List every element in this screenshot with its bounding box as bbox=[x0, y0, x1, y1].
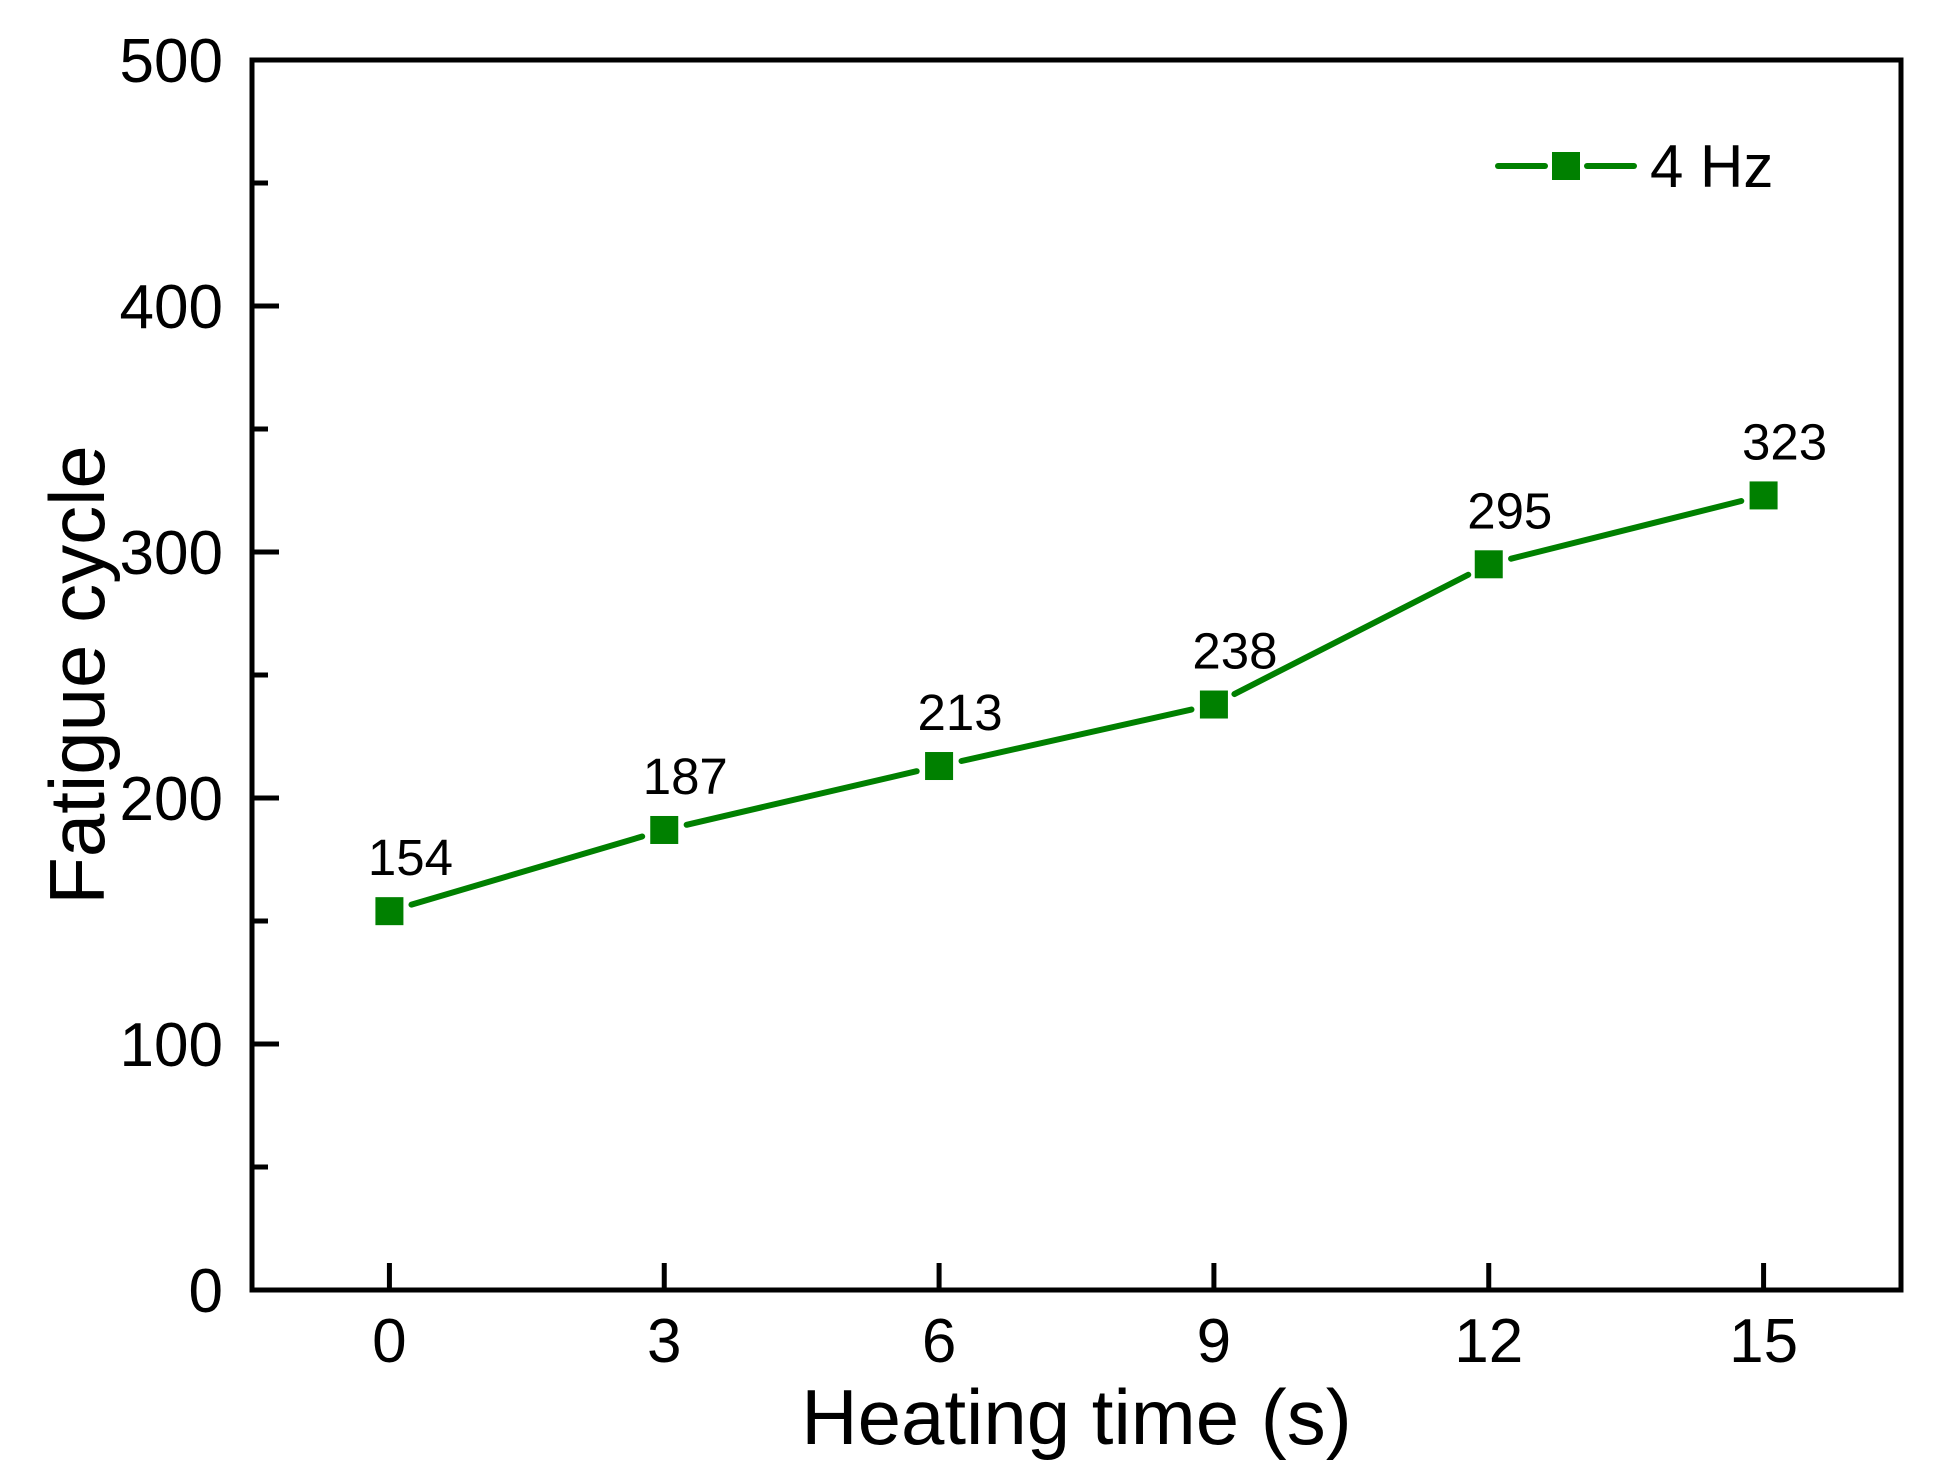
point-value-label: 154 bbox=[368, 829, 453, 886]
y-tick-label: 200 bbox=[120, 765, 223, 834]
data-point-marker bbox=[1474, 550, 1503, 579]
legend-label: 4 Hz bbox=[1650, 133, 1773, 200]
y-tick-label: 0 bbox=[189, 1257, 223, 1326]
data-point-marker bbox=[375, 897, 404, 926]
point-value-label: 295 bbox=[1467, 482, 1552, 539]
data-line-segment bbox=[408, 833, 646, 908]
x-tick-label: 3 bbox=[647, 1307, 681, 1376]
data-line-segment bbox=[958, 706, 1195, 764]
y-tick-label: 100 bbox=[120, 1011, 223, 1080]
point-value-label: 323 bbox=[1742, 413, 1827, 470]
point-value-label: 238 bbox=[1192, 623, 1277, 680]
data-point-marker bbox=[1749, 481, 1778, 510]
x-tick-label: 15 bbox=[1729, 1307, 1798, 1376]
x-tick-label: 12 bbox=[1454, 1307, 1523, 1376]
data-line-segment bbox=[683, 768, 920, 828]
point-value-label: 187 bbox=[643, 748, 728, 805]
y-tick-label: 400 bbox=[120, 273, 223, 342]
legend-marker bbox=[1552, 152, 1580, 180]
data-point-marker bbox=[650, 815, 679, 844]
x-axis-title: Heating time (s) bbox=[801, 1373, 1352, 1461]
point-value-label: 213 bbox=[918, 684, 1003, 741]
data-point-marker bbox=[1199, 690, 1228, 719]
y-tick-label: 500 bbox=[120, 27, 223, 96]
data-point-marker bbox=[925, 752, 954, 781]
y-axis-title: Fatigue cycle bbox=[33, 445, 121, 905]
x-tick-label: 0 bbox=[372, 1307, 406, 1376]
x-tick-label: 9 bbox=[1197, 1307, 1231, 1376]
data-line-segment bbox=[1508, 498, 1745, 562]
data-line-segment bbox=[1231, 571, 1472, 698]
x-tick-label: 6 bbox=[922, 1307, 956, 1376]
y-tick-label: 300 bbox=[120, 519, 223, 588]
